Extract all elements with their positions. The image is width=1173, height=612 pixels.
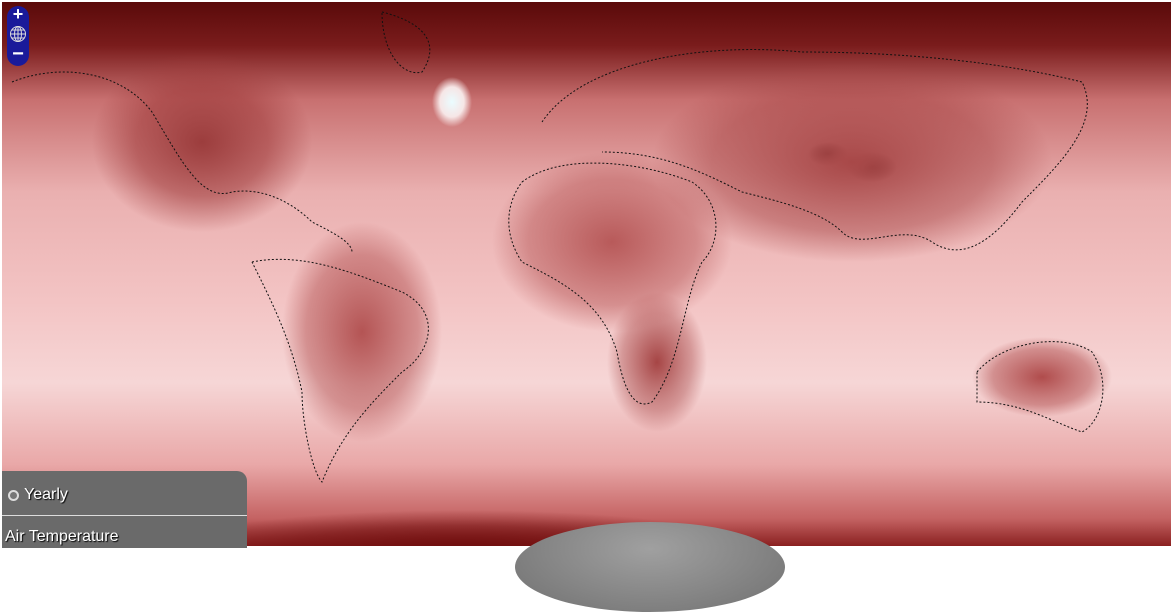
timeline-dome-control[interactable] (515, 522, 785, 612)
coast-australia (976, 341, 1104, 433)
period-label: Yearly (24, 486, 68, 503)
zoom-in-button[interactable]: + (12, 4, 24, 24)
radio-icon[interactable] (8, 489, 19, 501)
coast-south-america (251, 258, 429, 483)
period-option[interactable]: Yearly (8, 486, 68, 504)
panel-divider (2, 515, 247, 516)
coast-eurasia (541, 49, 1088, 251)
globe-icon[interactable] (7, 25, 29, 48)
zoom-out-button[interactable]: − (12, 43, 24, 65)
coast-north-america (11, 71, 353, 253)
coastlines (11, 11, 1104, 483)
variable-label[interactable]: Air Temperature (5, 528, 119, 545)
zoom-control: + − (7, 4, 29, 66)
coast-greenland (381, 11, 431, 74)
layer-panel: Yearly Air Temperature (2, 471, 247, 548)
coast-africa (508, 162, 717, 405)
temperature-map[interactable] (2, 2, 1171, 546)
